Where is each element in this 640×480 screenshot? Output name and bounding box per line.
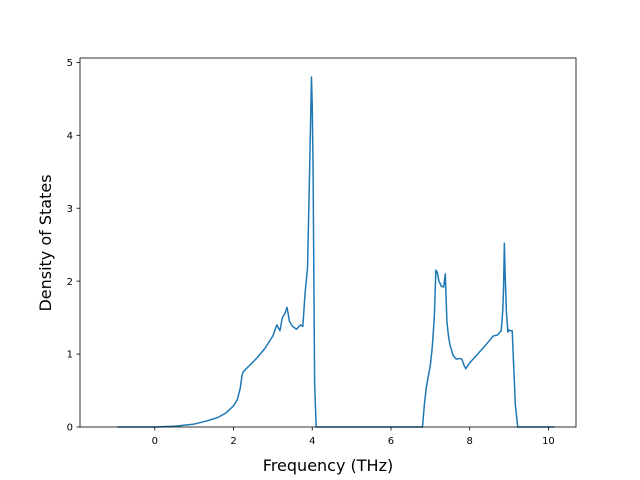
y-tick-label: 5 <box>67 58 73 69</box>
x-tick-label: 8 <box>467 436 473 447</box>
x-axis: 0 2 4 6 8 10 <box>152 427 555 447</box>
y-tick-label: 4 <box>67 131 73 142</box>
x-tick-label: 6 <box>388 436 394 447</box>
y-axis: 0 1 2 3 4 5 <box>67 58 80 434</box>
y-axis-label: Density of States <box>36 174 55 311</box>
x-tick-label: 0 <box>152 436 158 447</box>
x-axis-label: Frequency (THz) <box>263 456 393 475</box>
y-tick-label: 1 <box>67 350 73 361</box>
x-tick-label: 2 <box>230 436 236 447</box>
x-tick-label: 10 <box>542 436 555 447</box>
y-tick-label: 2 <box>67 277 73 288</box>
y-tick-label: 0 <box>67 423 73 434</box>
y-tick-label: 3 <box>67 204 73 215</box>
dos-series-line <box>117 76 555 428</box>
x-tick-label: 4 <box>309 436 315 447</box>
plot-area <box>79 57 577 428</box>
plot-frame <box>79 57 577 428</box>
